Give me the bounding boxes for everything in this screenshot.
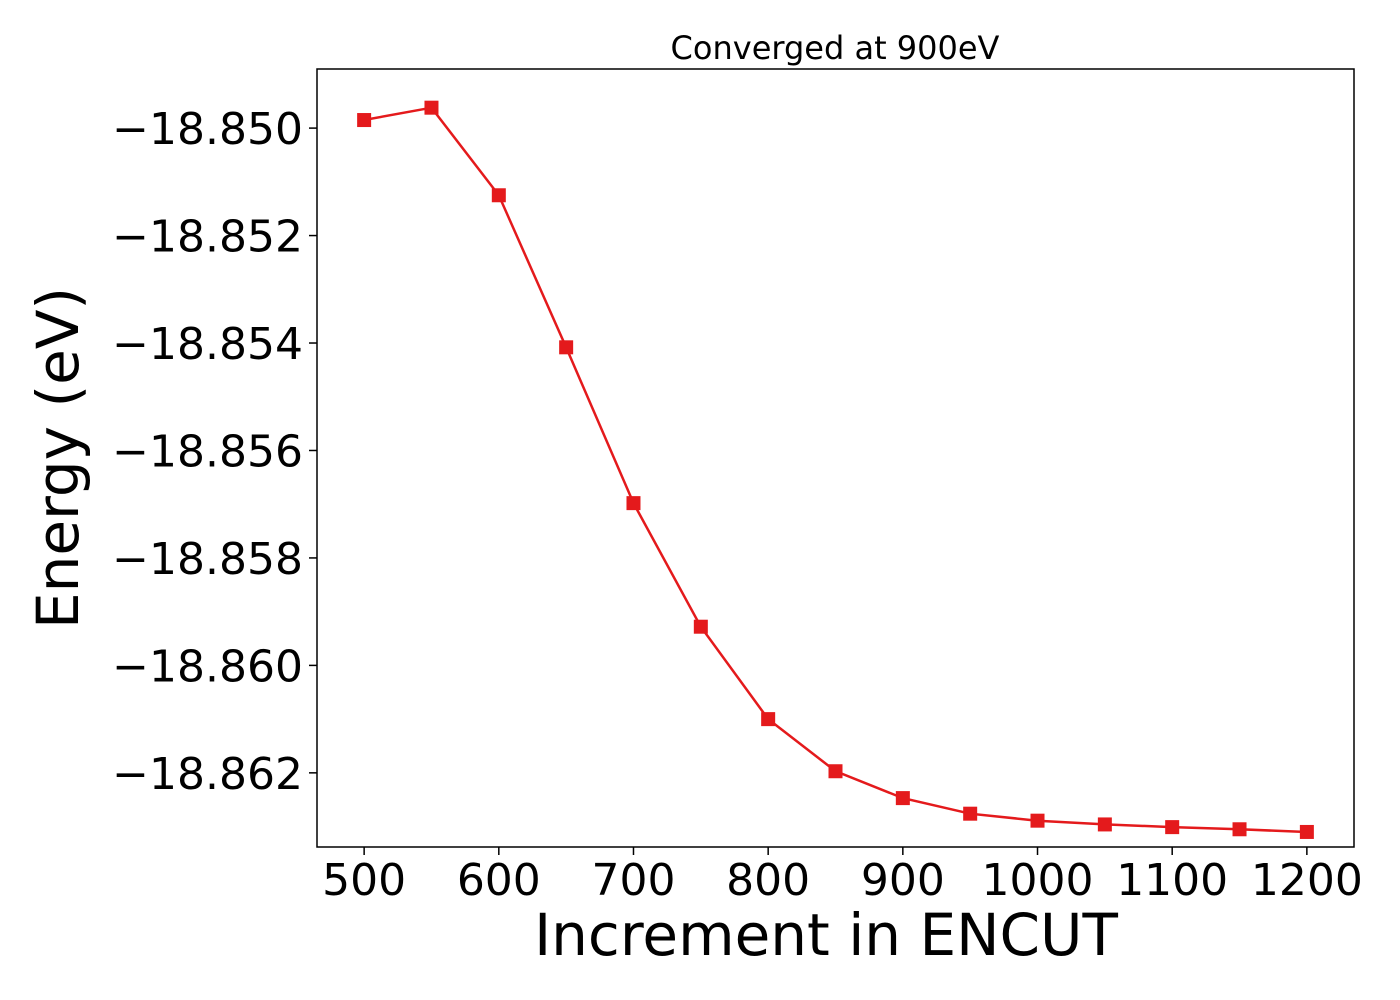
plot-frame [316,68,1355,848]
x-tick-label: 900 [861,855,945,906]
data-point-marker [559,340,574,355]
y-tick-label: −18.852 [112,212,303,263]
y-axis: −18.850 −18.852 −18.854 −18.856 −18.858 −18.8… [112,104,317,800]
y-tick-label: −18.854 [112,319,303,370]
x-axis-label: Increment in ENCUT [534,901,1118,969]
x-tick-label: 500 [322,855,406,906]
y-axis-label: Energy (eV) [24,287,92,629]
data-point-marker [626,496,641,511]
data-point-marker [761,712,776,727]
x-tick-label: 800 [726,855,810,906]
chart-title: Converged at 900eV [671,29,1000,67]
data-point-marker [1165,820,1180,835]
data-point-marker [1232,822,1247,837]
y-tick-label: −18.856 [112,426,303,477]
data-point-marker [424,100,439,115]
data-point-marker [963,806,978,821]
series-layer [357,100,1314,839]
x-tick-label: 1200 [1251,855,1363,906]
data-point-marker [895,791,910,806]
data-point-marker [1299,824,1314,839]
x-tick-label: 1000 [982,855,1094,906]
x-axis: 500 600 700 800 900 1000 1100 1200 [322,847,1363,906]
y-tick-label: −18.850 [112,104,303,155]
data-point-marker [1030,813,1045,828]
data-point-marker [828,764,843,779]
y-tick-label: −18.862 [112,749,303,800]
x-tick-label: 1100 [1116,855,1228,906]
x-tick-label: 600 [457,855,541,906]
data-point-marker [357,113,372,128]
data-point-marker [693,619,708,634]
y-tick-label: −18.860 [112,641,303,692]
x-tick-label: 700 [591,855,675,906]
data-point-marker [1097,817,1112,832]
plot-area-background [317,69,1354,847]
data-point-marker [491,188,506,203]
y-tick-label: −18.858 [112,534,303,585]
